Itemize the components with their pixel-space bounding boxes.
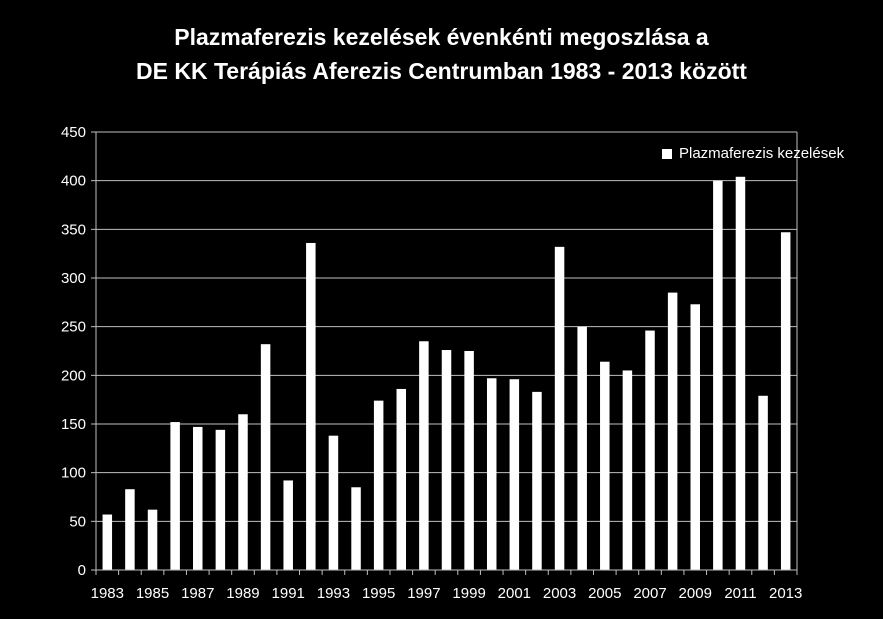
x-tick-label: 1983 [91,585,124,602]
x-tick-label: 1993 [317,585,350,602]
bar [780,232,791,570]
bar [554,246,565,570]
x-tick-label: 1989 [226,585,259,602]
x-tick-label: 2001 [498,585,531,602]
bar [758,395,768,570]
x-tick-label: 2007 [633,585,666,602]
x-tick-label: 1999 [452,585,485,602]
y-tick-labels: 0 50 100 150 200 250 300 350 400 450 [61,124,86,579]
bar [260,344,271,570]
bar [215,429,226,570]
x-tick-label: 2013 [769,585,802,602]
bar [645,330,655,570]
x-tick-label: 2011 [724,585,756,602]
bar [690,304,700,570]
x-tick-label: 1997 [407,585,440,602]
y-tick-label: 50 [69,513,86,530]
bar [735,176,746,571]
x-tick-labels: 1983 1985 1987 1989 1991 1993 1995 1997 1999 2001… [91,585,803,602]
bar [713,180,723,570]
x-tick-label: 2003 [543,585,576,602]
bar [600,361,610,570]
x-tick-label: 1995 [362,585,395,602]
bar [125,489,135,570]
bar [509,379,520,570]
chart-title: Plazmaferezis kezelések évenkénti megosz… [0,20,883,88]
bar [328,435,339,570]
bar [667,292,678,570]
legend-label: Plazmaferezis kezelések [679,145,845,162]
legend-swatch [662,148,672,159]
bar [351,487,361,570]
bar [464,351,474,570]
bar [441,350,452,570]
bar [147,509,158,570]
y-tick-label: 150 [61,416,86,433]
chart-title-line-1: Plazmaferezis kezelések évenkénti megosz… [174,24,709,50]
x-tick-label: 1991 [272,585,305,602]
bar [419,341,429,570]
y-tick-label: 400 [61,173,86,190]
bar [577,326,587,570]
x-tick-label: 2009 [679,585,712,602]
bar [283,480,293,570]
y-tick-label: 350 [61,221,86,238]
bar [238,414,248,570]
bar [373,400,384,570]
chart-title-line-2: DE KK Terápiás Aferezis Centrumban 1983 … [136,58,747,84]
y-tick-label: 250 [61,319,86,336]
legend: Plazmaferezis kezelések [662,145,844,162]
x-tick-label: 2005 [588,585,621,602]
y-tick-label: 200 [61,367,86,384]
bars [102,176,791,571]
x-tick-label: 1985 [136,585,169,602]
bar [193,426,203,570]
bar [622,370,633,570]
bar [532,391,542,570]
axes [91,131,798,575]
y-tick-label: 300 [61,270,86,287]
bar [306,242,316,570]
y-tick-label: 450 [61,124,86,141]
bar [486,378,497,570]
bar [170,422,180,570]
y-tick-label: 100 [61,465,86,482]
y-tick-label: 0 [78,562,86,579]
bar [102,514,113,570]
bar [396,388,407,570]
x-tick-label: 1987 [181,585,214,602]
